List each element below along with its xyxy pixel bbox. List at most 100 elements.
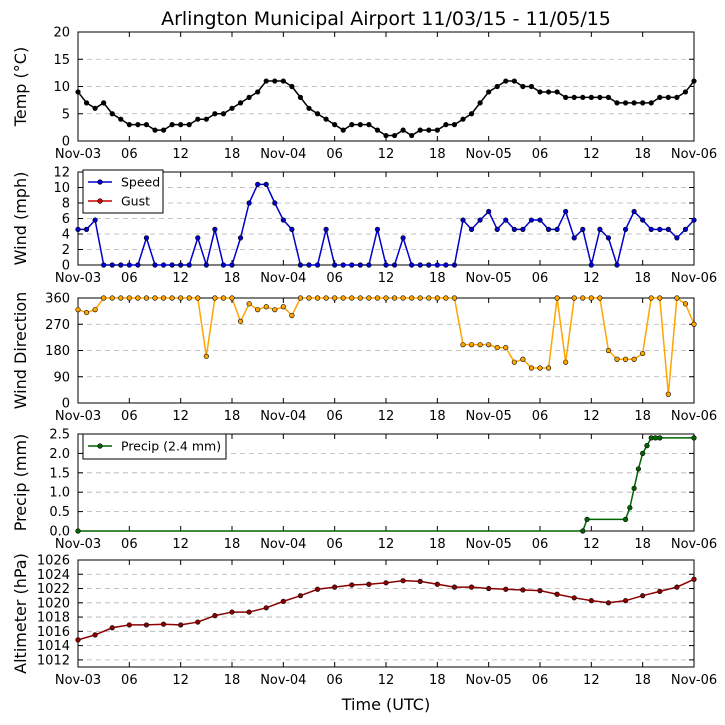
direction-data-point: [391, 295, 398, 301]
direction-data-point: [314, 295, 321, 301]
wind-data-point: [622, 226, 629, 232]
precip-xtick-label: 06: [326, 537, 343, 552]
temp-data-point: [332, 122, 338, 128]
altimeter-data-point: [554, 591, 560, 597]
wind-xtick-label: 06: [532, 271, 549, 286]
wind-data-point: [674, 235, 680, 241]
temp-data-point: [477, 100, 483, 106]
wind-data-point: [434, 262, 440, 268]
temp-data-point: [657, 94, 663, 100]
wind-data-point: [537, 217, 543, 223]
altimeter-data-point: [400, 578, 406, 584]
precip-legend-label: Precip (2.4 mm): [121, 439, 221, 454]
direction-data-point: [289, 312, 295, 319]
altimeter-ytick-label: 1016: [37, 625, 70, 640]
direction-data-point: [665, 391, 671, 397]
temp-data-point: [92, 105, 98, 111]
temp-data-point: [255, 89, 261, 95]
altimeter-data-point: [195, 619, 201, 625]
direction-data-point: [426, 295, 432, 301]
altimeter-data-point: [434, 581, 440, 587]
wind-data-point: [255, 181, 261, 187]
wind-data-point: [528, 217, 535, 223]
altimeter-data-point: [109, 625, 115, 631]
direction-data-point: [622, 356, 629, 362]
direction-xtick-label: 06: [326, 409, 343, 424]
temp-data-point: [297, 94, 304, 100]
wind-data-point: [614, 262, 620, 268]
direction-ytick-label: 180: [45, 344, 70, 359]
temp-data-point: [511, 78, 517, 84]
precip-xtick-label: 12: [172, 537, 189, 552]
direction-data-point: [545, 365, 552, 371]
temp-data-point: [152, 127, 158, 133]
wind-ytick-label: 10: [53, 181, 70, 196]
altimeter-xtick-label: 12: [172, 673, 189, 688]
wind-data-point: [332, 262, 338, 268]
direction-data-point: [126, 295, 132, 301]
altimeter-data-point: [143, 622, 150, 628]
direction-data-point: [109, 295, 115, 301]
precip-ytick-label: 1.0: [49, 486, 70, 501]
wind-data-point: [169, 262, 175, 268]
temp-xtick-label: Nov-03: [55, 147, 101, 162]
wind-data-point: [237, 235, 244, 241]
direction-xtick-label: 06: [532, 409, 549, 424]
altimeter-data-point: [571, 595, 577, 601]
wind-data-point: [665, 226, 671, 232]
altimeter-data-point: [383, 580, 389, 586]
altimeter-data-point: [451, 584, 458, 590]
direction-data-point: [118, 295, 124, 301]
direction-ytick-label: 90: [53, 370, 70, 385]
temp-data-point: [537, 89, 543, 95]
temp-data-point: [494, 83, 500, 90]
altimeter-data-point: [246, 609, 252, 615]
wind-data-point: [580, 226, 586, 232]
altimeter-xtick-label: 18: [429, 673, 446, 688]
direction-data-point: [417, 295, 423, 301]
direction-data-point: [494, 344, 500, 351]
temp-data-point: [622, 100, 629, 106]
speed-legend-marker: [97, 179, 103, 185]
direction-data-point: [332, 295, 338, 301]
wind-data-point: [323, 226, 329, 232]
gust-legend-label: Gust: [121, 194, 150, 209]
direction-data-point: [571, 295, 577, 301]
direction-data-point: [477, 342, 483, 348]
altimeter-xtick-label: 06: [326, 673, 343, 688]
temp-ytick-label: 0: [62, 135, 70, 150]
temp-data-point: [545, 89, 552, 95]
chart-title: Arlington Municipal Airport 11/03/15 - 1…: [161, 8, 611, 30]
temp-data-point: [503, 78, 509, 84]
altimeter-xtick-label: 06: [532, 673, 549, 688]
wind-xtick-label: 18: [224, 271, 241, 286]
direction-data-point: [340, 295, 346, 301]
direction-data-point: [357, 295, 363, 301]
direction-data-point: [682, 301, 689, 307]
direction-ytick-label: 360: [45, 292, 70, 307]
temp-data-point: [280, 78, 286, 84]
direction-data-point: [186, 295, 192, 301]
temp-xtick-label: Nov-05: [466, 147, 512, 162]
precip-data-point: [622, 516, 629, 522]
altimeter-axes-frame: [77, 559, 695, 668]
wind-data-point: [263, 181, 269, 187]
temp-data-point: [169, 122, 175, 128]
altimeter-data-point: [332, 584, 338, 590]
altimeter-data-point: [657, 588, 663, 594]
altimeter-xtick-label: 06: [121, 673, 138, 688]
direction-data-point: [237, 318, 244, 324]
temp-data-point: [357, 122, 363, 128]
altimeter-ytick-label: 1012: [37, 653, 70, 668]
speed-legend-label: Speed: [121, 175, 160, 190]
altimeter-data-point: [75, 637, 81, 643]
temp-ytick-label: 5: [62, 107, 70, 122]
temp-data-point: [272, 78, 278, 84]
wind-data-point: [588, 262, 594, 268]
wind-ytick-label: 0: [62, 259, 70, 274]
wind-ytick-label: 2: [62, 243, 70, 258]
altimeter-data-point: [229, 609, 235, 615]
precip-xtick-label: 18: [224, 537, 241, 552]
altimeter-xtick-label: 12: [378, 673, 395, 688]
wind-data-point: [451, 262, 458, 268]
